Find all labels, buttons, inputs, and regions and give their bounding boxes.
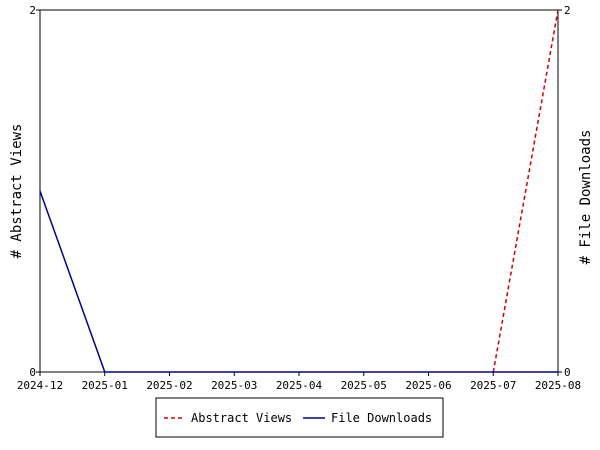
x-tick-label-2025-07: 2025-07 (470, 379, 516, 392)
plot-area (39, 9, 559, 373)
y-tick-label-right-2: 2 (564, 4, 571, 17)
series-line-file-downloads (39, 190, 558, 373)
y-tick-label-right-0: 0 (564, 366, 571, 379)
y-tick-label-left-0: 0 (29, 366, 36, 379)
x-tick-label-2024-12: 2024-12 (17, 379, 63, 392)
y-axis-label-right: # File Downloads (578, 130, 594, 265)
y-axis: 0 2 0 2 (29, 4, 570, 379)
x-tick-label-2025-01: 2025-01 (82, 379, 128, 392)
legend-label-file-downloads: File Downloads (331, 411, 432, 425)
x-tick-label-2025-02: 2025-02 (146, 379, 192, 392)
series-layer (39, 9, 559, 373)
x-tick-label-2025-04: 2025-04 (276, 379, 323, 392)
x-tick-label-2025-05: 2025-05 (341, 379, 387, 392)
x-tick-label-2025-08: 2025-08 (535, 379, 581, 392)
series-line-abstract-views (492, 9, 559, 373)
x-axis: 2024-12 2025-01 2025-02 2025-03 2025-04 2025-… (17, 372, 581, 392)
x-tick-label-2025-06: 2025-06 (405, 379, 451, 392)
y-tick-label-left-2: 2 (29, 4, 36, 17)
y-axis-label-left: # Abstract Views (9, 124, 25, 259)
legend-box (155, 397, 444, 438)
legend-label-abstract-views: Abstract Views (191, 411, 292, 425)
x-tick-label-2025-03: 2025-03 (211, 379, 257, 392)
legend: Abstract Views File Downloads (155, 397, 444, 438)
